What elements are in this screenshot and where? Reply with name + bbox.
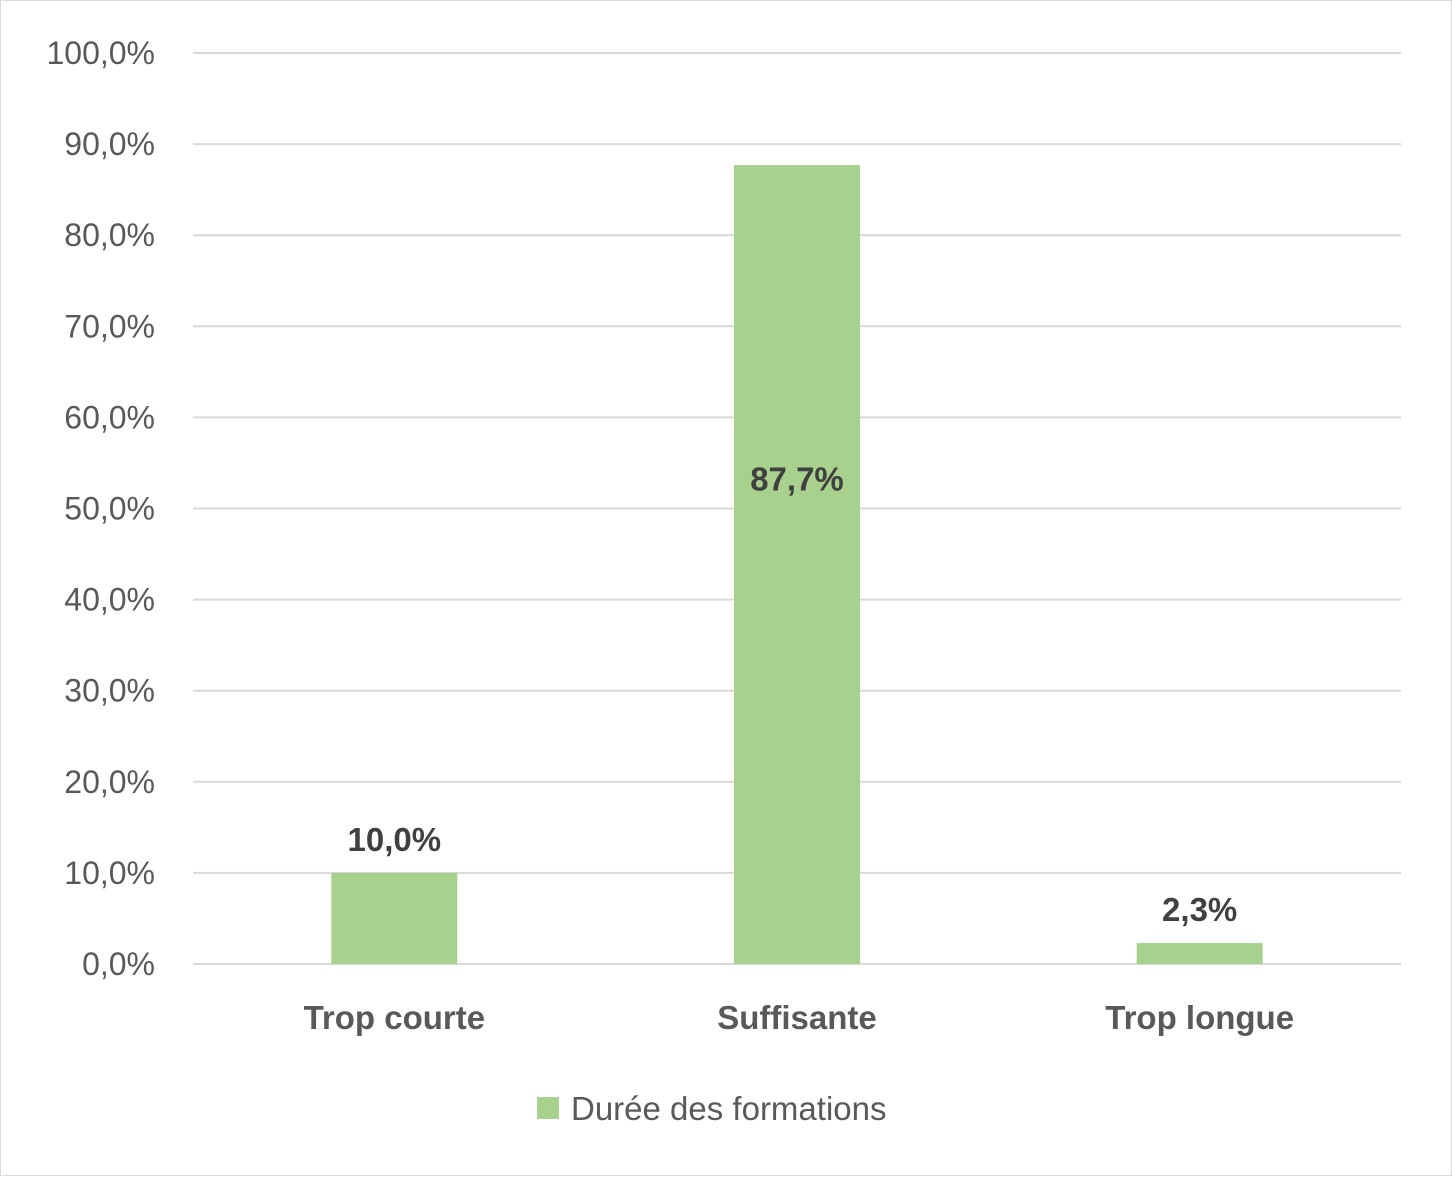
bars xyxy=(331,165,1263,965)
bar xyxy=(1136,943,1263,964)
y-tick-label: 70,0% xyxy=(64,308,155,344)
data-label: 87,7% xyxy=(750,461,844,498)
x-category-label: Trop courte xyxy=(304,999,486,1036)
y-tick-label: 60,0% xyxy=(64,399,155,435)
y-tick-label: 0,0% xyxy=(82,946,155,982)
bar xyxy=(331,872,458,964)
y-tick-label: 100,0% xyxy=(46,35,155,71)
x-axis-categories: Trop courte Suffisante Trop longue xyxy=(304,999,1295,1036)
y-tick-label: 50,0% xyxy=(64,491,155,527)
y-tick-label: 90,0% xyxy=(64,126,155,162)
legend-label: Durée des formations xyxy=(571,1090,886,1127)
x-category-label: Trop longue xyxy=(1105,999,1294,1036)
y-tick-label: 20,0% xyxy=(64,764,155,800)
y-tick-label: 40,0% xyxy=(64,582,155,618)
bar xyxy=(734,165,860,965)
y-tick-label: 30,0% xyxy=(64,673,155,709)
y-tick-label: 10,0% xyxy=(64,855,155,891)
y-tick-label: 80,0% xyxy=(64,217,155,253)
y-axis-ticks: 0,0% 10,0% 20,0% 30,0% 40,0% 50,0% 60,0% 70,0% 8… xyxy=(46,35,155,982)
x-category-label: Suffisante xyxy=(717,999,877,1036)
data-label: 2,3% xyxy=(1162,891,1237,928)
legend-swatch xyxy=(537,1097,559,1119)
legend: Durée des formations xyxy=(537,1090,886,1127)
data-labels: 10,0% 87,7% 2,3% xyxy=(348,461,1238,929)
data-label: 10,0% xyxy=(348,821,442,858)
